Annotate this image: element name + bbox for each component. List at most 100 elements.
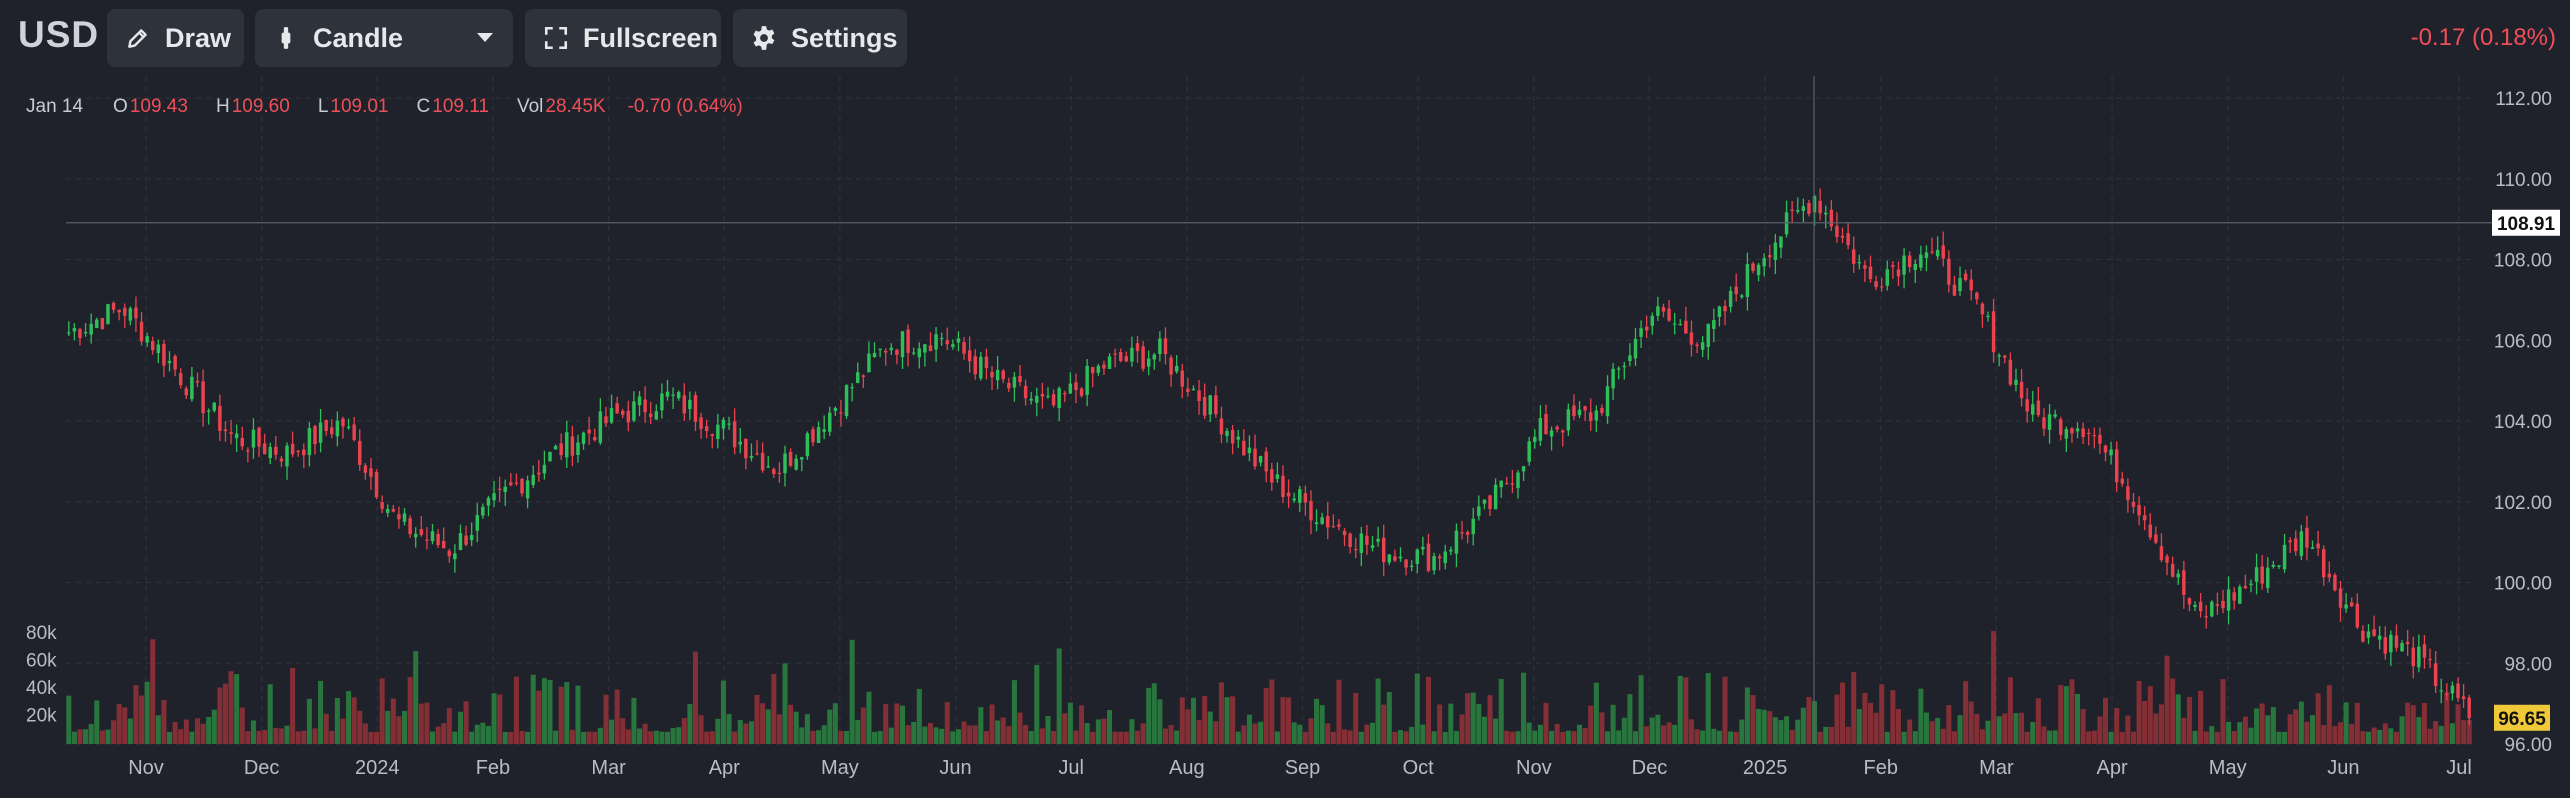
volume-bar [1515, 731, 1521, 744]
candle-body [1969, 279, 1973, 291]
volume-bar [637, 728, 643, 744]
volume-bar [1845, 726, 1851, 744]
candle-body [811, 429, 815, 443]
candle-body [2294, 538, 2298, 552]
candle-body [1779, 236, 1783, 248]
volume-bar [278, 728, 284, 744]
candle-body [1197, 390, 1201, 402]
volume-bar [1498, 679, 1504, 744]
volume-bar [194, 718, 201, 744]
candle-body [917, 348, 922, 358]
volume-bar [1151, 683, 1157, 744]
volume-bar [1246, 714, 1252, 744]
candle-body [2310, 547, 2315, 549]
volume-bar [2276, 731, 2282, 744]
volume-bar [1778, 720, 1784, 744]
volume-bar [1867, 702, 1874, 744]
volume-bar [1565, 730, 1571, 744]
volume-bar [1834, 694, 1840, 744]
candle-body [100, 318, 105, 330]
volume-bar [2164, 655, 2170, 744]
volume-bar [1549, 730, 1555, 744]
volume-bar [273, 727, 279, 744]
volume-bar [1733, 731, 1739, 744]
candle-body [643, 399, 647, 413]
x-tick-label: Dec [244, 757, 280, 779]
candle-icon [273, 25, 299, 51]
volume-bar [1364, 724, 1370, 744]
candle-body [1359, 533, 1364, 553]
candle-body [1712, 320, 1716, 329]
volume-bar [2298, 701, 2304, 744]
chart-type-dropdown[interactable]: Candle [255, 9, 513, 67]
fullscreen-button[interactable]: Fullscreen [525, 9, 721, 67]
volume-bar [1487, 695, 1493, 744]
candle-body [2075, 428, 2080, 432]
volume-bar [1688, 719, 1694, 744]
candle-body [1365, 535, 1369, 545]
candle-body [531, 474, 535, 486]
candle-body [1415, 549, 1420, 564]
volume-bar [457, 711, 463, 744]
volume-bar [995, 720, 1001, 744]
candle-body [1242, 440, 1246, 456]
volume-bar [1465, 693, 1471, 744]
candle-body [1381, 537, 1386, 563]
candle-body [2170, 563, 2175, 577]
volume-bar [2461, 720, 2467, 744]
volume-bar [2438, 725, 2444, 744]
candle-body [2081, 428, 2085, 437]
volume-bar [2080, 709, 2086, 744]
settings-button[interactable]: Settings [733, 9, 907, 67]
volume-bar [262, 730, 268, 744]
volume-bar [905, 725, 911, 744]
candle-body [380, 502, 384, 509]
volume-bar [1034, 664, 1040, 744]
candle-body [195, 380, 200, 383]
volume-bar [1806, 697, 1812, 744]
volume-bar [1890, 690, 1896, 744]
candle-body [307, 428, 312, 456]
price-chart[interactable]: 112.00 110.00 108.00 106.00 104.00 102.00 100.… [0, 76, 2570, 798]
candle-body [727, 423, 731, 425]
candle-body [324, 419, 328, 431]
volume-bar [827, 709, 833, 744]
candle-body [436, 534, 440, 546]
volume-bar [1129, 719, 1135, 744]
volume-bar [1621, 717, 1627, 744]
candle-body [1667, 308, 1671, 321]
candle-body [1247, 447, 1252, 454]
x-tick-label: 2024 [355, 757, 400, 779]
volume-bar [676, 727, 682, 744]
candle-body [749, 456, 754, 458]
candle-body [2204, 616, 2208, 618]
volume-bar [2142, 701, 2148, 744]
volume-bar [351, 697, 357, 744]
candle-body [1868, 266, 1873, 280]
volume-bar [620, 718, 626, 744]
volume-bar [1935, 717, 1941, 744]
candle-body [67, 332, 71, 334]
fullscreen-label: Fullscreen [583, 22, 719, 53]
candle-body [598, 411, 603, 443]
candle-body [1924, 252, 1929, 258]
crosshair-price-label: 108.91 [2497, 214, 2556, 235]
volume-bar [715, 718, 721, 744]
candle-body [973, 356, 977, 375]
volume-bar [1056, 648, 1062, 744]
volume-bar [575, 685, 581, 744]
volume-tick-label: 60k [26, 651, 57, 672]
candle-body [1762, 258, 1766, 267]
volume-bar [429, 731, 436, 744]
volume-bar [788, 704, 794, 744]
draw-button[interactable]: Draw [107, 9, 244, 67]
candle-body [1997, 355, 2001, 357]
candle-body [1421, 546, 1425, 550]
volume-bar [1414, 673, 1420, 744]
candle-body [1146, 358, 1151, 367]
candle-body [671, 394, 675, 396]
volume-bar [77, 729, 83, 744]
candle-body [257, 427, 261, 447]
candle-body [861, 375, 866, 378]
volume-bar [1728, 731, 1734, 744]
